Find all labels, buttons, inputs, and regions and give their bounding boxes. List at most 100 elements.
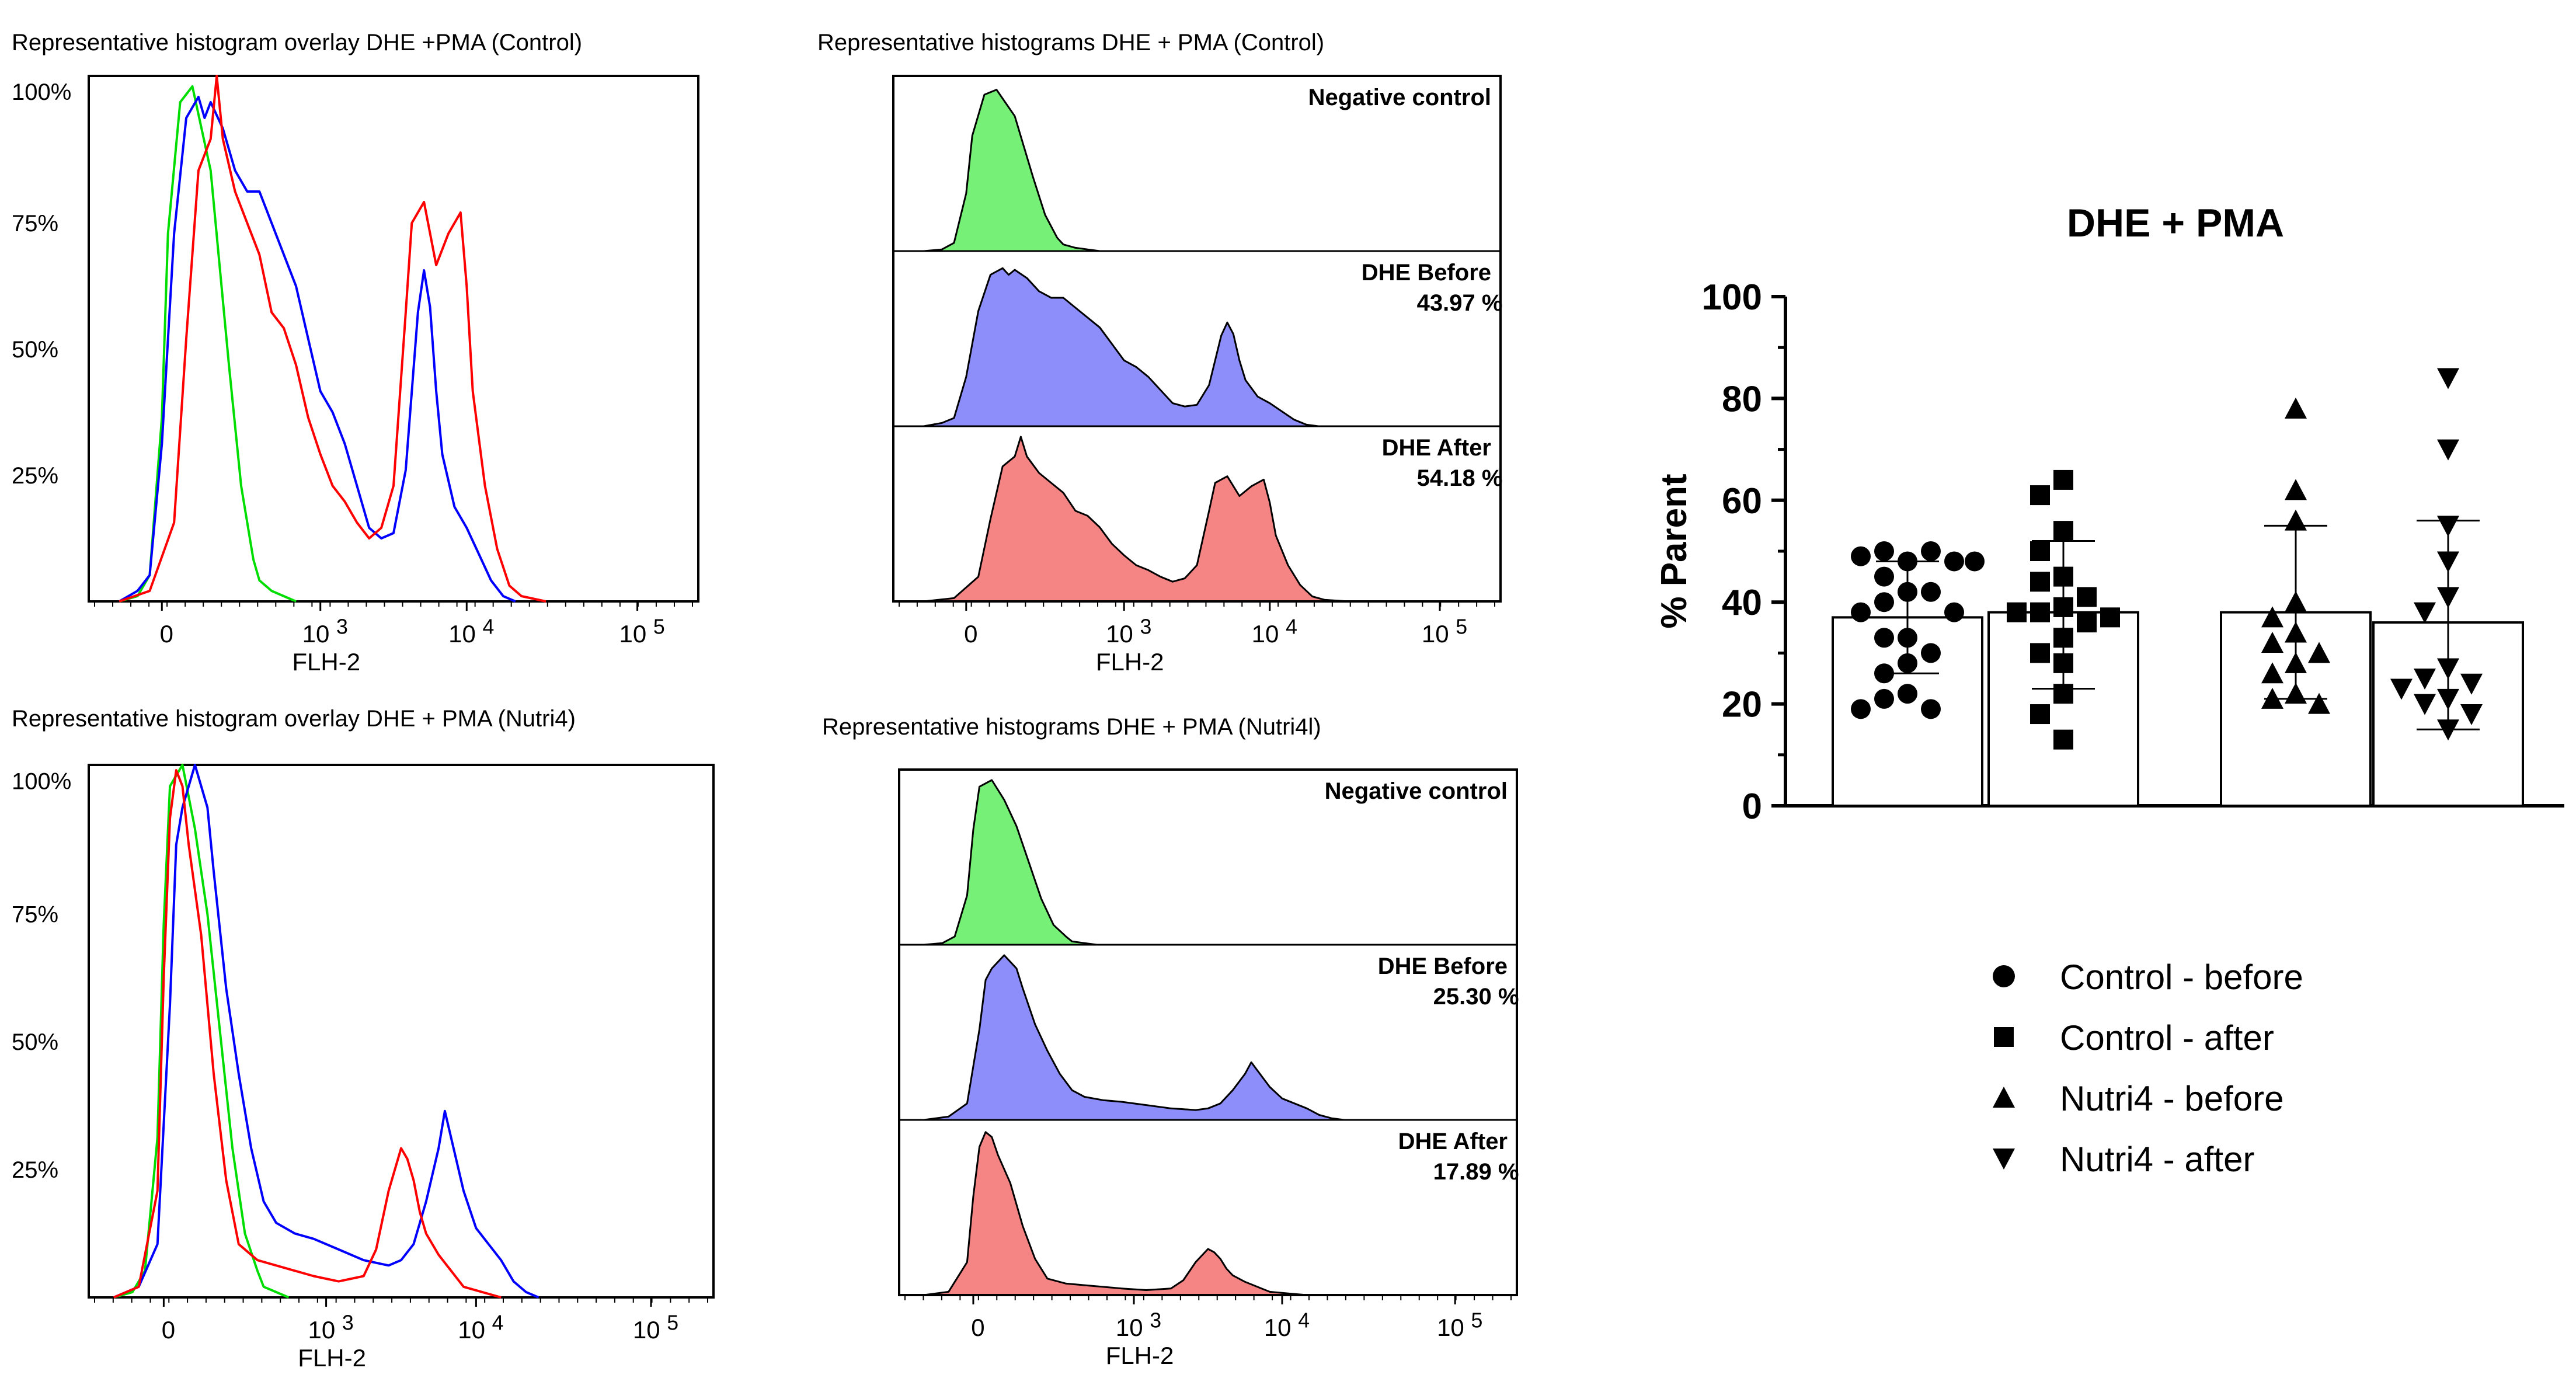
plot-frame [898, 768, 1518, 1296]
legend-marker-triangle-down [1993, 1149, 2015, 1170]
x-tick-label: 10 3 [1116, 1308, 1161, 1341]
x-tick-label: 10 4 [448, 615, 494, 648]
data-point-triangle-down [2437, 516, 2459, 537]
data-point-square [2053, 597, 2073, 617]
data-point-triangle-down [2414, 694, 2436, 715]
data-point-triangle-down [2414, 669, 2436, 690]
data-point-triangle-down [2390, 678, 2413, 700]
data-point-circle [1874, 592, 1894, 613]
x-tick-label: 10 5 [633, 1311, 678, 1344]
x-tick-label: 10 3 [308, 1311, 353, 1344]
data-point-circle [1921, 582, 1941, 602]
chart-title: DHE + PMA [2067, 201, 2284, 245]
histogram-line-red [113, 769, 502, 1299]
y-tick-label: 75% [12, 902, 58, 927]
data-point-triangle-up [2285, 652, 2307, 673]
panel-value: 25.30 % [1433, 984, 1519, 1010]
overlay-histogram-nutri4: Representative histogram overlay DHE + P… [12, 706, 715, 1372]
histogram-area-1 [923, 954, 1345, 1121]
data-point-triangle-down [2437, 719, 2459, 741]
y-tick-label: 75% [12, 211, 58, 236]
chart-title: Representative histogram overlay DHE +PM… [12, 30, 582, 55]
data-point-circle [1898, 653, 1917, 673]
data-point-circle [1874, 566, 1894, 587]
x-axis-label: FLH-2 [1106, 1342, 1174, 1369]
x-tick-label: 10 3 [302, 615, 348, 648]
data-point-square [2053, 521, 2073, 541]
y-tick-label: 100 [1702, 277, 1762, 318]
x-tick-label: 0 [971, 1314, 984, 1341]
data-point-circle [1874, 688, 1894, 709]
chart-title: Representative histogram overlay DHE + P… [12, 706, 576, 732]
y-tick-label: 100% [12, 768, 71, 794]
data-point-square [2077, 613, 2097, 633]
data-point-circle [1874, 628, 1894, 648]
histogram-line-red [119, 75, 546, 603]
panel-label: DHE Before [1362, 260, 1491, 286]
x-tick-label: 10 3 [1106, 615, 1151, 648]
histogram-line-blue [119, 96, 516, 603]
data-point-triangle-up [2285, 621, 2307, 643]
legend-marker-circle [1993, 965, 2015, 987]
chart-title: Representative histograms DHE + PMA (Con… [817, 30, 1324, 55]
data-point-triangle-up [2261, 662, 2283, 684]
data-point-triangle-down [2437, 439, 2459, 461]
data-point-square [2030, 602, 2050, 622]
data-point-triangle-down [2437, 688, 2459, 710]
x-tick-label: 10 4 [1264, 1308, 1310, 1341]
y-tick-label: 80 [1722, 379, 1762, 419]
panel-value: 17.89 % [1433, 1159, 1519, 1185]
x-tick-label: 10 4 [458, 1311, 503, 1344]
data-point-triangle-down [2414, 602, 2436, 624]
legend-marker-square [1994, 1027, 2014, 1047]
x-tick-label: 10 5 [1437, 1308, 1482, 1341]
x-tick-label: 10 5 [1422, 615, 1467, 648]
panel-label: DHE After [1382, 435, 1491, 461]
legend-label: Control - before [2060, 958, 2303, 997]
data-point-circle [1851, 602, 1871, 622]
histogram-area-1 [923, 267, 1320, 427]
data-point-square [2007, 602, 2027, 622]
histogram-area-0 [923, 779, 1098, 946]
data-point-triangle-down [2437, 587, 2459, 608]
data-point-square [2030, 485, 2050, 506]
data-point-triangle-up [2285, 479, 2307, 500]
data-point-triangle-up [2308, 642, 2330, 663]
chart-title: Representative histograms DHE + PMA (Nut… [822, 714, 1321, 740]
data-point-circle [1898, 628, 1917, 648]
data-point-triangle-down [2437, 551, 2459, 573]
data-point-circle [1874, 541, 1894, 561]
data-point-triangle-down [2460, 704, 2483, 726]
legend-label: Nutri4 - after [2060, 1140, 2254, 1179]
data-point-circle [1965, 551, 1985, 572]
legend-label: Nutri4 - before [2060, 1079, 2284, 1118]
data-point-circle [1944, 551, 1964, 572]
y-tick-label: 50% [12, 1029, 58, 1055]
histogram-area-2 [923, 436, 1350, 603]
data-point-square [2030, 572, 2050, 592]
overlay-histogram-control: Representative histogram overlay DHE +PM… [12, 30, 699, 676]
plot-frame [88, 764, 715, 1299]
x-tick-label: 0 [160, 620, 173, 648]
data-point-triangle-down [2460, 673, 2483, 695]
panel-value: 43.97 % [1417, 290, 1503, 316]
data-point-square [2053, 628, 2073, 648]
data-point-triangle-up [2285, 591, 2307, 613]
y-tick-label: 25% [12, 1157, 58, 1183]
plot-frame [892, 75, 1502, 603]
x-tick-label: 0 [964, 620, 977, 648]
data-point-triangle-up [2261, 687, 2283, 709]
x-tick-label: 0 [162, 1316, 175, 1344]
data-point-circle [1874, 663, 1894, 684]
data-point-triangle-up [2285, 397, 2307, 419]
legend-marker-triangle-up [1993, 1087, 2015, 1108]
y-tick-label: 50% [12, 337, 58, 363]
data-point-square [2053, 729, 2073, 750]
data-point-square [2053, 566, 2073, 587]
dhe-pma-bar-scatter: DHE + PMA % Parent 0 20 40 60 80 100 [1654, 201, 2564, 827]
data-point-circle [1921, 541, 1941, 561]
data-point-circle [1898, 582, 1917, 602]
data-point-triangle-up [2308, 692, 2330, 714]
data-point-square [2030, 704, 2050, 725]
